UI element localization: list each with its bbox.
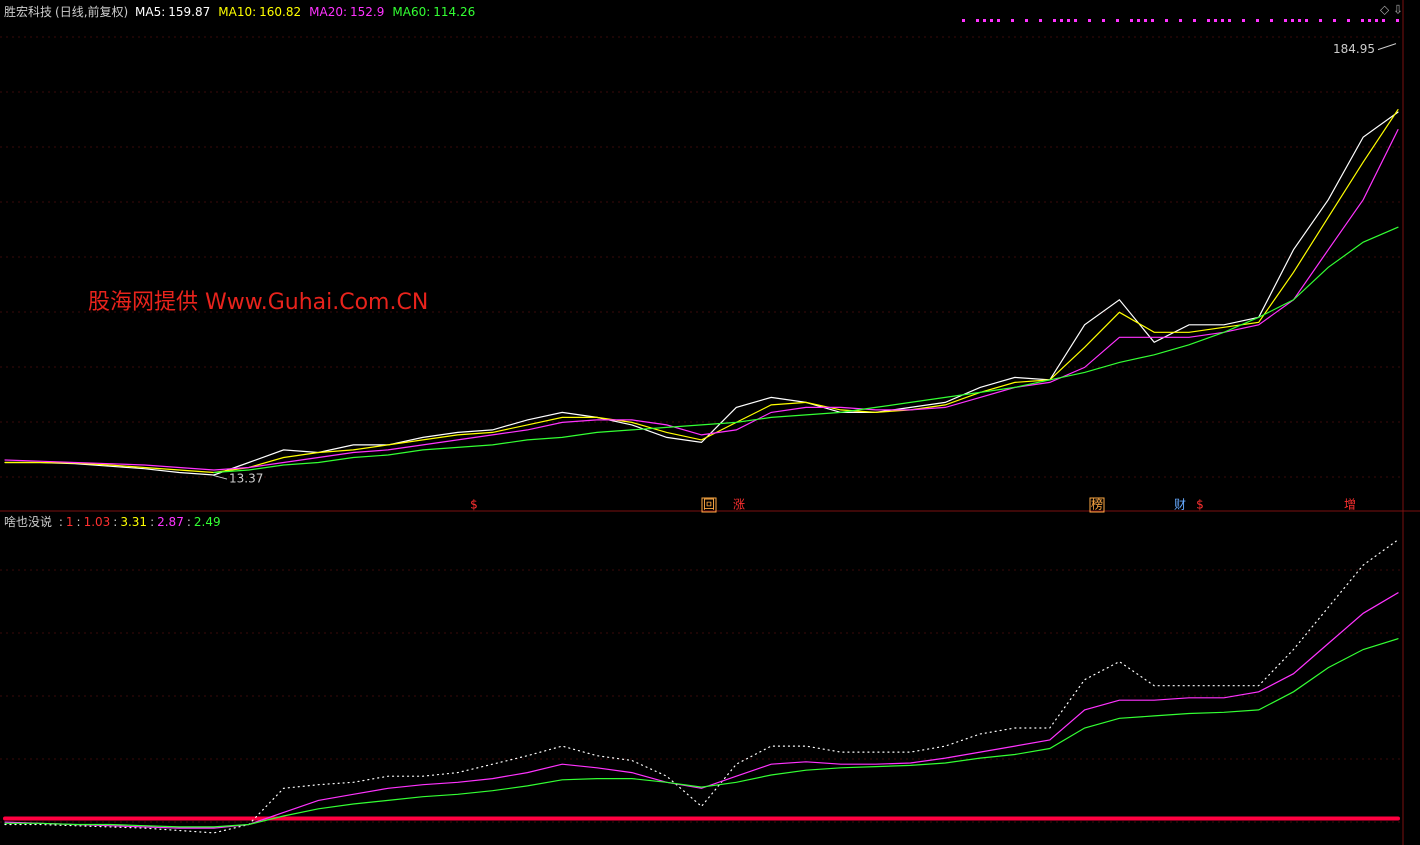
stock-name: 胜宏科技 [4, 5, 53, 19]
ma-name: MA10: [218, 5, 257, 19]
event-marker: 回 [703, 498, 715, 512]
high-label: 184.95 [1333, 42, 1375, 56]
signal-dot [1053, 19, 1056, 22]
ma-value: 159.87 [168, 5, 211, 19]
signal-dot [1256, 19, 1259, 22]
signal-dot [1144, 19, 1147, 22]
event-marker: 榜 [1091, 497, 1103, 512]
low-label: 13.37 [229, 472, 263, 486]
ma-value: 152.9 [350, 5, 385, 19]
series-line [4, 111, 1399, 476]
signal-dot [990, 19, 993, 22]
ma-name: MA60: [392, 5, 431, 19]
indicator-value: 2.87 [157, 515, 184, 529]
price-header: 胜宏科技 (日线,前复权) MA5: 159.87 MA10: 160.82 MA20: 1… [4, 3, 483, 20]
ma-value: 160.82 [259, 5, 302, 19]
watermark: 股海网提供 Www.Guhai.Com.CN [88, 290, 429, 315]
signal-dot [1347, 19, 1350, 22]
signal-dot [1368, 19, 1371, 22]
signal-dot [1102, 19, 1105, 22]
signal-dot [1361, 19, 1364, 22]
event-marker: 增 [1344, 498, 1356, 512]
icon[interactable]: ◇ ⇩ [1380, 3, 1403, 17]
signal-dot [1060, 19, 1063, 22]
signal-dot [983, 19, 986, 22]
signal-dot [1130, 19, 1133, 22]
indicator-value: 3.31 [120, 515, 148, 529]
signal-dot [1151, 19, 1154, 22]
signal-dot [976, 19, 979, 22]
signal-dot [1305, 19, 1308, 22]
separator: : [113, 515, 118, 529]
signal-dot [1319, 19, 1322, 22]
separator: : [58, 515, 63, 529]
signal-dot [1137, 19, 1140, 22]
signal-dot [1179, 19, 1182, 22]
event-marker: 财 [1174, 498, 1186, 512]
signal-dot [1116, 19, 1119, 22]
low-arrow [211, 474, 228, 480]
signal-dot [1270, 19, 1273, 22]
separator: : [186, 515, 191, 529]
signal-dot [1207, 19, 1210, 22]
signal-dot [1382, 19, 1385, 22]
signal-dot [997, 19, 1000, 22]
signal-dot [962, 19, 965, 22]
marker-box [1089, 497, 1105, 513]
indicator-name: 啥也没说 [4, 515, 53, 529]
indicator-header: 啥也没说 :1:1.03:3.31:2.87:2.49 [4, 513, 224, 530]
signal-dot [1025, 19, 1028, 22]
event-marker: $ [470, 498, 478, 512]
period: (日线,前复权) [55, 5, 129, 19]
signal-dot [1298, 19, 1301, 22]
series-line [213, 226, 1399, 474]
signal-dot [1396, 19, 1399, 22]
separator: : [76, 515, 81, 529]
ma-value: 114.26 [433, 5, 476, 19]
signal-dot [1193, 19, 1196, 22]
series-line [4, 129, 1399, 471]
series-line [4, 109, 1399, 474]
high-arrow [1377, 43, 1397, 51]
indicator-value: 2.49 [193, 515, 221, 529]
event-marker: 涨 [733, 497, 745, 512]
signal-dot [1375, 19, 1378, 22]
ma-name: MA20: [309, 5, 348, 19]
separator: : [150, 515, 155, 529]
signal-dot [1291, 19, 1294, 22]
signal-dot [1228, 19, 1231, 22]
signal-dot [1333, 19, 1336, 22]
signal-dot [1214, 19, 1217, 22]
signal-dot [1284, 19, 1287, 22]
signal-dot [1221, 19, 1224, 22]
marker-box [701, 497, 717, 513]
signal-dot [1039, 19, 1042, 22]
ma-name: MA5: [135, 5, 166, 19]
indicator-value: 1 [65, 515, 74, 529]
signal-dot [1074, 19, 1077, 22]
series-line [4, 638, 1399, 828]
indicator-value: 1.03 [83, 515, 111, 529]
signal-dot [1242, 19, 1245, 22]
signal-dot [1011, 19, 1014, 22]
event-marker: $ [1196, 498, 1204, 512]
signal-dot [1067, 19, 1070, 22]
signal-dot [1088, 19, 1091, 22]
signal-dot [1165, 19, 1168, 22]
